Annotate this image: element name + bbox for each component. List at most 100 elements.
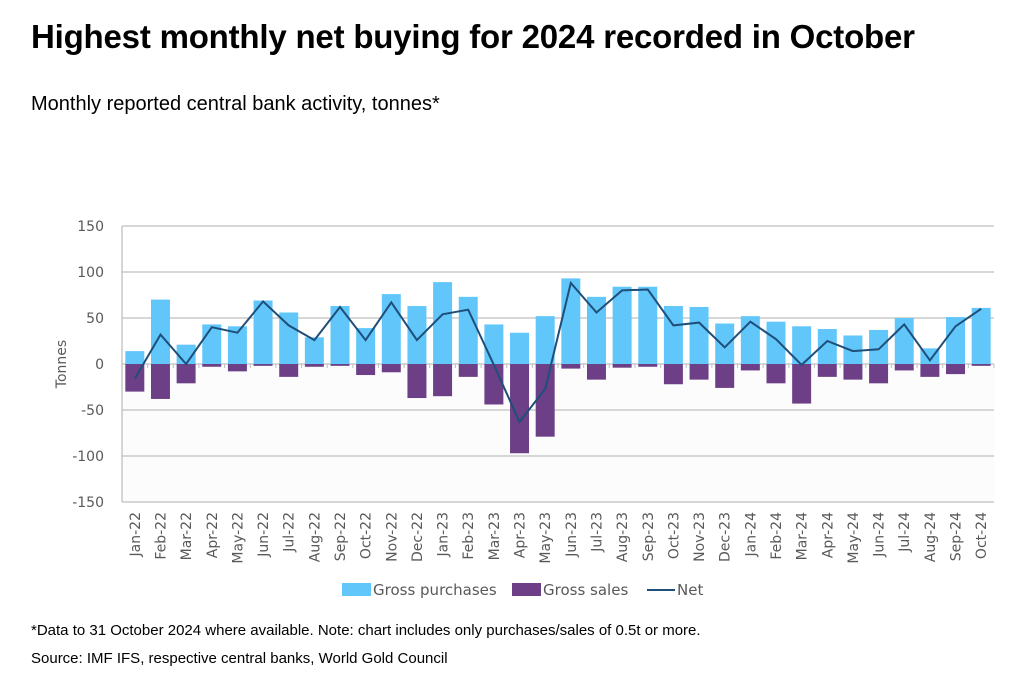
- bar-gross-purchases: [407, 306, 427, 364]
- bar-gross-purchases: [586, 296, 606, 364]
- bar-gross-purchases: [458, 296, 478, 364]
- x-tick-label: Oct-23: [666, 512, 682, 559]
- bar-gross-purchases: [689, 306, 709, 364]
- x-tick-label: Feb-22: [154, 512, 170, 560]
- x-tick-label: Mar-23: [487, 512, 503, 560]
- bar-gross-sales: [894, 364, 914, 371]
- y-tick-label: -150: [72, 495, 104, 511]
- x-tick-label: Sep-24: [949, 512, 965, 561]
- bar-gross-sales: [535, 364, 555, 437]
- bar-gross-purchases: [869, 329, 889, 364]
- bar-gross-sales: [715, 364, 735, 388]
- bar-gross-sales: [433, 364, 453, 397]
- x-tick-label: Aug-23: [615, 512, 631, 562]
- x-tick-label: Jun-24: [872, 512, 888, 558]
- bar-gross-sales: [381, 364, 401, 373]
- x-tick-label: Oct-22: [359, 512, 375, 559]
- y-axis-ticks: 150 100 50 0 -50 -100 -150: [72, 219, 104, 511]
- x-axis-ticks: Jan-22 Feb-22 Mar-22 Apr-22 May-22 Jun-22 Jul-…: [128, 512, 990, 564]
- x-tick-label: Apr-22: [205, 512, 221, 558]
- bar-gross-sales: [971, 364, 991, 366]
- x-tick-label: Feb-23: [461, 512, 477, 560]
- bar-gross-sales: [792, 364, 812, 404]
- x-tick-label: Dec-23: [718, 512, 734, 562]
- bar-gross-sales: [663, 364, 683, 385]
- x-tick-label: Jan-23: [436, 512, 452, 557]
- bar-gross-purchases: [253, 300, 273, 364]
- legend-label-gross-purchases: Gross purchases: [373, 581, 497, 599]
- bar-gross-purchases: [971, 307, 991, 364]
- bar-gross-sales: [227, 364, 247, 372]
- bar-gross-sales: [766, 364, 786, 384]
- bar-gross-sales: [869, 364, 889, 384]
- x-tick-label: Jul-23: [590, 512, 606, 553]
- x-tick-label: Sep-22: [333, 512, 349, 561]
- x-tick-label: Nov-22: [384, 512, 400, 562]
- bar-gross-purchases: [843, 335, 863, 364]
- bar-gross-sales: [150, 364, 170, 399]
- bar-gross-purchases: [433, 282, 453, 364]
- y-axis-label: Tonnes: [54, 340, 70, 389]
- bar-gross-sales: [484, 364, 504, 405]
- legend-swatch-gross-purchases: [342, 583, 371, 596]
- legend: Gross purchases Gross sales Net: [342, 581, 703, 599]
- bar-gross-sales: [176, 364, 196, 384]
- bar-gross-purchases: [740, 316, 760, 364]
- bar-gross-purchases: [356, 328, 376, 364]
- bar-gross-purchases: [330, 306, 350, 364]
- x-tick-label: Jan-24: [743, 512, 759, 558]
- x-tick-label: Aug-24: [923, 512, 939, 562]
- bar-gross-sales: [330, 364, 350, 366]
- bar-gross-sales: [638, 364, 658, 367]
- bar-gross-sales: [843, 364, 863, 380]
- x-tick-label: Mar-22: [179, 512, 195, 560]
- bar-gross-sales: [356, 364, 376, 376]
- x-tick-label: Jun-23: [564, 512, 580, 558]
- bar-gross-purchases: [663, 306, 683, 364]
- bar-gross-purchases: [817, 329, 837, 364]
- x-tick-label: Apr-24: [820, 512, 836, 558]
- bar-gross-purchases: [946, 317, 966, 364]
- bar-gross-purchases: [638, 286, 658, 364]
- bar-gross-sales: [817, 364, 837, 377]
- x-tick-label: Aug-22: [307, 512, 323, 562]
- y-tick-label: 0: [95, 357, 104, 373]
- bar-gross-purchases: [304, 337, 324, 364]
- bar-gross-purchases: [766, 321, 786, 364]
- x-tick-label: Feb-24: [769, 512, 785, 560]
- chart-subtitle: Monthly reported central bank activity, …: [31, 93, 440, 115]
- legend-swatch-gross-sales: [512, 583, 541, 596]
- bar-gross-sales: [920, 364, 940, 377]
- net-series-line: [133, 280, 982, 424]
- x-tick-label: Sep-23: [641, 512, 657, 561]
- bar-gross-sales: [586, 364, 606, 380]
- bar-gross-sales: [740, 364, 760, 371]
- bar-gross-purchases: [279, 312, 299, 364]
- net-line: [133, 280, 982, 424]
- bar-gross-purchases: [125, 351, 145, 364]
- x-tick-label: Apr-23: [513, 512, 529, 558]
- bar-gross-sales: [510, 364, 530, 454]
- bar-gross-purchases: [715, 323, 735, 364]
- bar-gross-purchases: [484, 324, 504, 364]
- bar-gross-sales: [202, 364, 222, 367]
- bar-gross-purchases: [535, 316, 555, 364]
- x-tick-label: Oct-24: [974, 512, 990, 559]
- bar-gross-sales: [612, 364, 632, 368]
- x-tick-label: Dec-22: [410, 512, 426, 562]
- x-tick-label: Jul-22: [282, 512, 298, 553]
- bar-gross-purchases: [510, 332, 530, 364]
- y-tick-label: 50: [86, 311, 104, 327]
- chart-title: Highest monthly net buying for 2024 reco…: [31, 18, 915, 55]
- x-tick-label: May-22: [230, 512, 246, 564]
- footnote: *Data to 31 October 2024 where available…: [31, 622, 701, 639]
- bar-gross-sales: [689, 364, 709, 380]
- bar-gross-purchases: [202, 324, 222, 364]
- bars: [121, 278, 995, 454]
- bar-gross-sales: [279, 364, 299, 377]
- bar-gross-sales: [253, 364, 273, 366]
- bar-gross-purchases: [381, 294, 401, 364]
- x-tick-label: Nov-23: [692, 512, 708, 562]
- x-tick-label: Jun-22: [256, 512, 272, 558]
